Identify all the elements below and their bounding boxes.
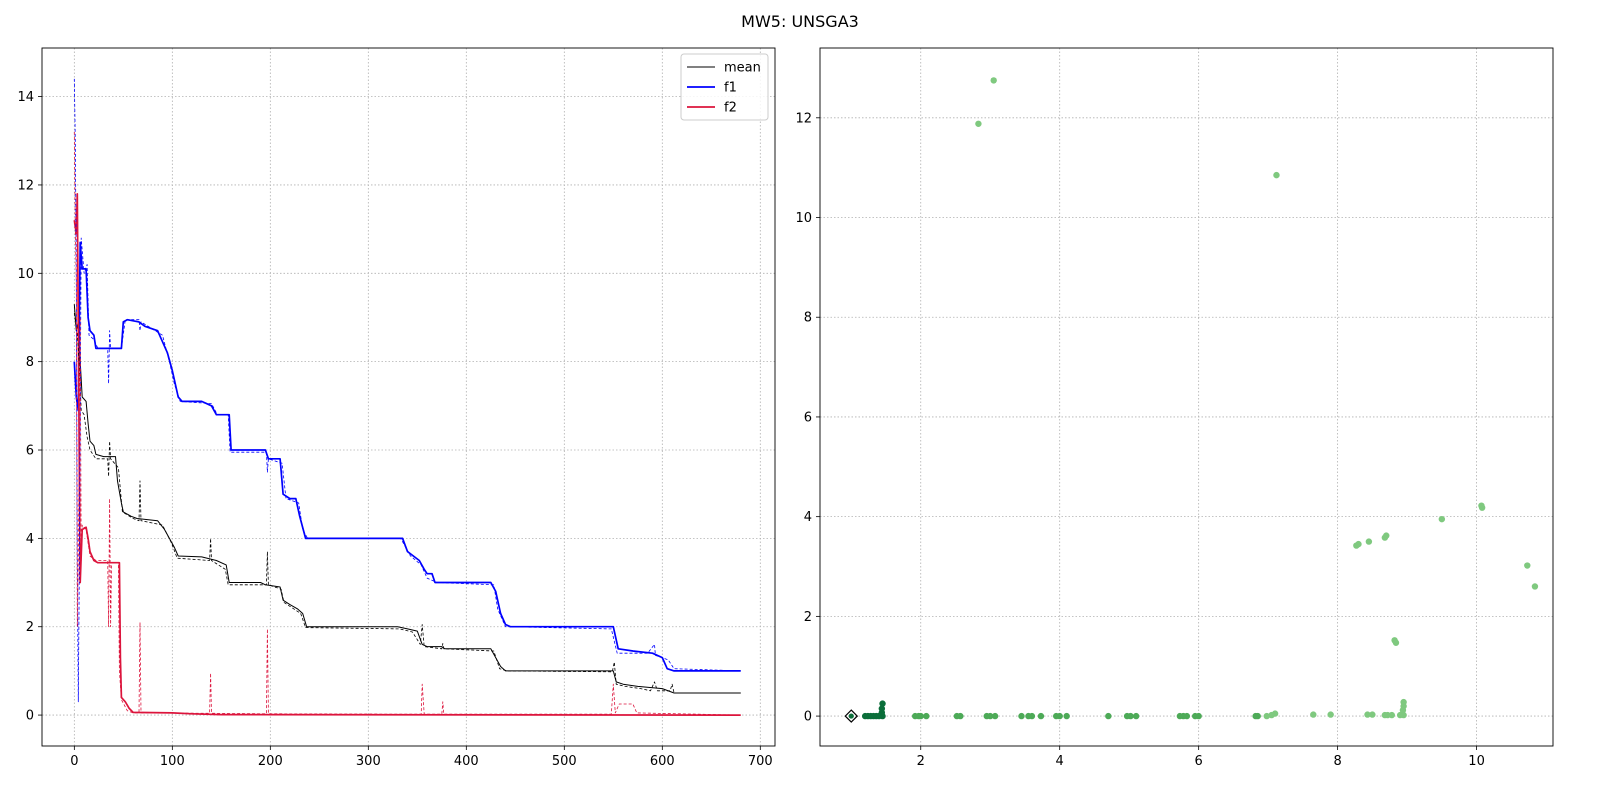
scatter-point <box>1037 712 1045 720</box>
scatter-point <box>879 700 886 707</box>
legend: mean f1 f2 <box>680 53 769 121</box>
scatter-point <box>975 120 982 127</box>
legend-label-f1: f1 <box>724 81 737 96</box>
y-tick-label: 0 <box>804 710 812 725</box>
secondary-series-line <box>73 131 741 716</box>
scatter-point <box>953 712 961 720</box>
pareto-scatter-plot: 2 4 6 8 10 0 2 4 6 8 10 12 <box>795 47 1554 769</box>
figure-title: MW5: UNSGA3 <box>741 12 859 31</box>
y-tick-label: 12 <box>17 178 34 193</box>
f2-series-line <box>73 192 741 716</box>
x-tick-label: 400 <box>454 754 479 769</box>
scatter-point <box>1531 583 1539 590</box>
scatter-point <box>1018 712 1025 720</box>
scatter-point <box>1268 711 1275 719</box>
scatter-point <box>1396 711 1404 719</box>
scatter-point <box>1524 562 1531 569</box>
plot-area <box>844 77 1539 723</box>
scatter-point <box>1105 712 1112 720</box>
scatter-point <box>1364 711 1371 718</box>
scatter-point <box>1365 538 1373 545</box>
x-tick-label: 6 <box>1195 754 1203 769</box>
scatter-point <box>1053 712 1060 720</box>
y-tick-label: 8 <box>26 355 34 370</box>
ideal-point-core <box>848 713 854 719</box>
plot-area <box>73 78 741 716</box>
x-tick-label: 600 <box>650 754 675 769</box>
y-tick-label: 2 <box>26 620 34 635</box>
y-tick-label: 8 <box>804 311 812 326</box>
y-tick-label: 6 <box>26 444 34 459</box>
scatter-point <box>1025 712 1032 720</box>
y-tick-label: 4 <box>26 532 34 547</box>
y-tick-label: 6 <box>804 410 812 425</box>
scatter-point <box>1478 504 1486 511</box>
scatter-point <box>1353 542 1360 549</box>
scatter-point <box>1263 712 1270 720</box>
y-tick-label: 0 <box>26 709 34 724</box>
scatter-point <box>1176 712 1184 720</box>
scatter-point <box>1123 712 1131 720</box>
scatter-point <box>1392 639 1400 646</box>
x-tick-label: 100 <box>160 754 185 769</box>
x-tick-label: 0 <box>70 754 78 769</box>
legend-label-f2: f2 <box>724 101 737 116</box>
y-tick-label: 10 <box>795 211 812 226</box>
scatter-point <box>1310 711 1317 718</box>
y-tick-label: 2 <box>804 610 812 625</box>
scatter-point <box>1273 171 1280 179</box>
scatter-point <box>1438 515 1446 523</box>
scatter-point <box>861 712 869 720</box>
axes-frame <box>41 47 776 747</box>
x-tick-label: 700 <box>748 754 773 769</box>
y-tick-label: 4 <box>804 510 812 525</box>
mean-series-line <box>73 304 741 694</box>
scatter-point <box>1191 712 1199 720</box>
f1-series-line <box>73 241 741 672</box>
scatter-point <box>1399 706 1407 714</box>
axes-frame <box>819 47 1554 747</box>
scatter-point <box>923 712 930 720</box>
x-tick-label: 300 <box>356 754 381 769</box>
y-tick-label: 14 <box>17 90 34 105</box>
secondary-series-line <box>73 78 741 703</box>
y-tick-label: 12 <box>795 111 812 126</box>
scatter-point <box>1063 712 1070 720</box>
x-tick-label: 500 <box>552 754 577 769</box>
scatter-point <box>1252 712 1259 720</box>
scatter-point <box>983 712 990 720</box>
scatter-point <box>911 712 919 720</box>
scatter-point <box>1327 711 1334 718</box>
secondary-series-line <box>73 313 741 694</box>
x-tick-label: 10 <box>1468 754 1485 769</box>
scatter-point <box>1369 711 1376 718</box>
x-tick-label: 2 <box>917 754 925 769</box>
scatter-point <box>1381 711 1389 719</box>
y-tick-label: 10 <box>17 267 34 282</box>
legend-box <box>680 53 769 121</box>
ideal-point-marker <box>844 709 859 723</box>
scatter-point <box>1132 712 1140 720</box>
x-tick-label: 200 <box>258 754 283 769</box>
scatter-point <box>1381 534 1389 541</box>
x-tick-label: 4 <box>1056 754 1064 769</box>
x-tick-label: 8 <box>1333 754 1341 769</box>
scatter-point <box>991 712 999 720</box>
scatter-point <box>990 77 997 84</box>
legend-label-mean: mean <box>724 61 761 76</box>
convergence-plot: 0 100 200 300 400 500 600 700 0 2 4 6 8 10 12 14 <box>17 47 776 769</box>
